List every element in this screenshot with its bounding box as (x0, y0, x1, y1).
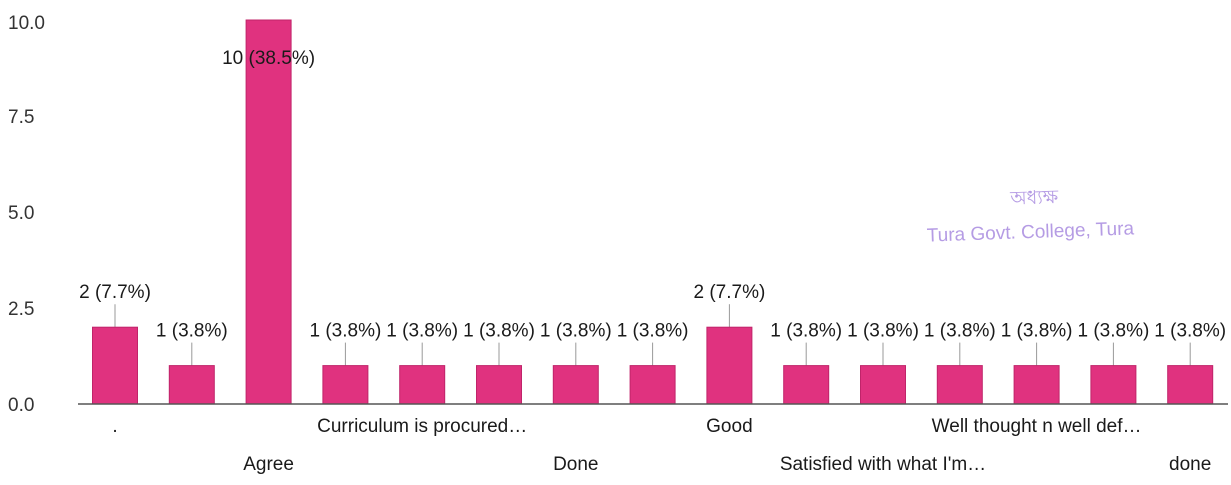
data-label: 1 (3.8%) (617, 321, 689, 342)
y-tick-label: 2.5 (8, 299, 34, 320)
bar (552, 365, 599, 405)
category-label: Good (706, 416, 752, 437)
bar (706, 326, 753, 405)
bar (92, 326, 138, 405)
bar (399, 365, 446, 405)
data-label: 1 (3.8%) (1001, 321, 1073, 342)
category-label: Curriculum is procured… (317, 416, 527, 437)
data-label: 1 (3.8%) (847, 321, 919, 342)
bar (322, 365, 369, 405)
college-stamp: অধ্যক্ষ Tura Govt. College, Tura (926, 187, 1134, 247)
stamp-line-2: Tura Govt. College, Tura (926, 218, 1134, 246)
label-leaders (114, 304, 1191, 366)
category-label: Well thought n well def… (932, 416, 1142, 437)
bar (1167, 365, 1214, 405)
data-label: 1 (3.8%) (924, 321, 996, 342)
bar (168, 365, 215, 405)
data-label: 1 (3.8%) (1077, 321, 1149, 342)
category-label: Done (553, 454, 598, 475)
data-label: 1 (3.8%) (156, 321, 228, 342)
stamp-line-1: অধ্যক্ষ (1009, 187, 1059, 210)
data-label: 1 (3.8%) (309, 321, 381, 342)
category-label: Agree (243, 454, 294, 475)
y-tick-label: 10.0 (8, 13, 45, 34)
bar (783, 365, 830, 405)
data-label: 10 (38.5%) (222, 48, 315, 69)
y-axis: 0.0 2.5 5.0 7.5 10.0 (8, 13, 45, 416)
data-label: 1 (3.8%) (386, 321, 458, 342)
category-label: Satisfied with what I'm… (780, 454, 986, 475)
bars (92, 19, 1214, 405)
bar (629, 365, 676, 405)
y-tick-label: 0.0 (8, 395, 34, 416)
bar (476, 365, 522, 405)
data-label: 1 (3.8%) (1154, 321, 1226, 342)
y-tick-label: 7.5 (8, 107, 34, 128)
data-label: 1 (3.8%) (463, 321, 535, 342)
data-label: 2 (7.7%) (693, 282, 765, 303)
data-labels: 2 (7.7%)1 (3.8%)10 (38.5%)1 (3.8%) 1 (3.8… (79, 48, 1226, 342)
data-label: 2 (7.7%) (79, 282, 151, 303)
bar (245, 19, 292, 405)
bar (936, 365, 983, 405)
bar (860, 365, 906, 405)
y-tick-label: 5.0 (8, 203, 34, 224)
bar (1013, 365, 1060, 405)
data-label: 1 (3.8%) (770, 321, 842, 342)
data-label: 1 (3.8%) (540, 321, 612, 342)
x-axis-categories: . Agree Curriculum is procured… Done Good Sat… (112, 416, 1211, 475)
bar (1090, 365, 1137, 405)
category-label: . (112, 416, 117, 437)
category-label: done (1169, 454, 1211, 475)
